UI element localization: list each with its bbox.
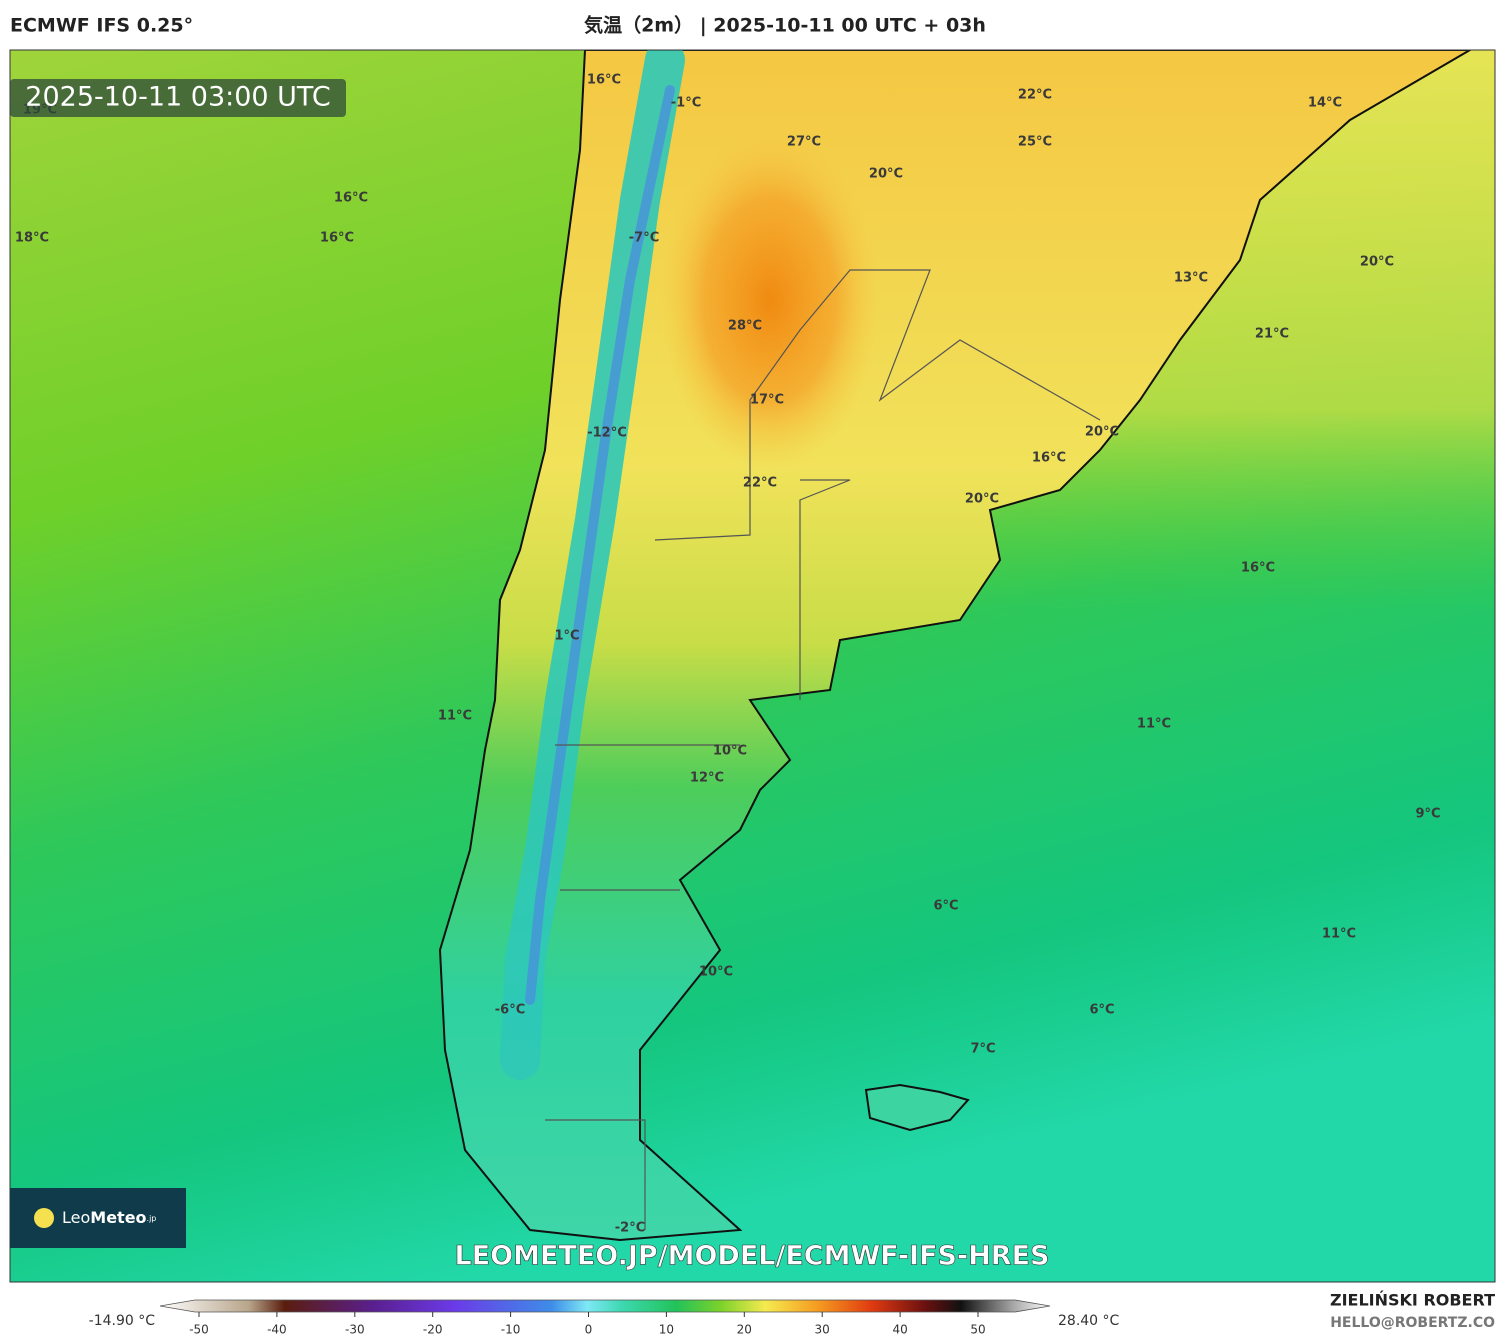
temperature-label: 6°C [933,899,958,914]
colorbar-tick-label: -30 [345,1323,365,1337]
temperature-label: 9°C [1415,807,1440,822]
email: HELLO@ROBERTZ.CO [1330,1315,1495,1331]
temperature-label: 20°C [1085,425,1119,440]
temperature-label: 12°C [690,771,724,786]
colorbar-tick-label: -20 [423,1323,443,1337]
colorbar-tick-label: 50 [970,1323,985,1337]
temperature-label: 10°C [699,965,733,980]
map-frame [9,49,1496,1283]
colorbar [159,1299,1051,1313]
timestamp: 2025-10-11 03:00 UTC [25,82,330,113]
temperature-label: 28°C [728,319,762,334]
colorbar-min: -14.90 °C [89,1313,156,1329]
warm-region [660,130,880,470]
colorbar-ticks: -50 -40 -30 -20 -10 0 10 20 30 40 50 [189,1312,986,1337]
temperature-label: 16°C [1241,561,1275,576]
temperature-label: 11°C [438,709,472,724]
colorbar-tick-label: 0 [585,1323,593,1337]
temperature-label: -12°C [587,426,627,441]
colorbar-tick-label: 30 [815,1323,830,1337]
temperature-label: 10°C [713,744,747,759]
andes-peaks [525,85,675,1005]
temperature-label: 18°C [15,231,49,246]
temperature-label: 11°C [1137,717,1171,732]
header-center: 気温（2m） | 2025-10-11 00 UTC + 03h [584,14,986,37]
author: ZIELIŃSKI ROBERT [1330,1291,1495,1310]
temperature-label: 16°C [587,73,621,88]
colorbar-tick-label: 20 [737,1323,752,1337]
island [864,1083,970,1132]
temperature-label: 25°C [1018,135,1052,150]
temperature-label: 20°C [965,492,999,507]
temperature-label: -6°C [495,1003,525,1018]
temperature-label: -1°C [671,96,701,111]
temperature-label: 16°C [1032,451,1066,466]
temperature-label: 22°C [743,476,777,491]
temperature-label: 20°C [869,167,903,182]
temperature-label: 1°C [554,629,579,644]
logo-sun [34,1208,54,1228]
temperature-label: 7°C [970,1042,995,1057]
timestamp-box [10,79,346,117]
temperature-label: 27°C [787,135,821,150]
logo-text: LeoMeteo.jp [62,1208,156,1227]
colorbar-tick-label: -10 [501,1323,521,1337]
temperature-label: 21°C [1255,327,1289,342]
temperature-label: -7°C [629,231,659,246]
borders [545,269,1101,1230]
temperature-label: 22°C [1018,88,1052,103]
watermark: LEOMETEO.JP/MODEL/ECMWF-IFS-HRES [455,1241,1050,1272]
logo-brand-bold: Meteo [90,1208,146,1227]
header-left: ECMWF IFS 0.25° [10,15,193,37]
colorbar-tick-label: -50 [189,1323,209,1337]
temperature-label: 20°C [1360,255,1394,270]
logo-brand: Leo [62,1208,90,1227]
temperature-label: 14°C [1308,96,1342,111]
temperature-label: 16°C [320,231,354,246]
colorbar-tick-label: 40 [892,1323,907,1337]
logo-suffix: .jp [147,1214,157,1223]
temperature-label: 17°C [750,393,784,408]
temperature-label: 11°C [1322,927,1356,942]
map-area [10,50,1495,1282]
temperature-label: 13°C [1174,271,1208,286]
colorbar-max: 28.40 °C [1058,1313,1120,1329]
temperature-label: 16°C [334,191,368,206]
colorbar-tick-label: -40 [267,1323,287,1337]
colorbar-tick-label: 10 [659,1323,674,1337]
temperature-label: 6°C [1089,1003,1114,1018]
temperature-label: -2°C [615,1221,645,1236]
